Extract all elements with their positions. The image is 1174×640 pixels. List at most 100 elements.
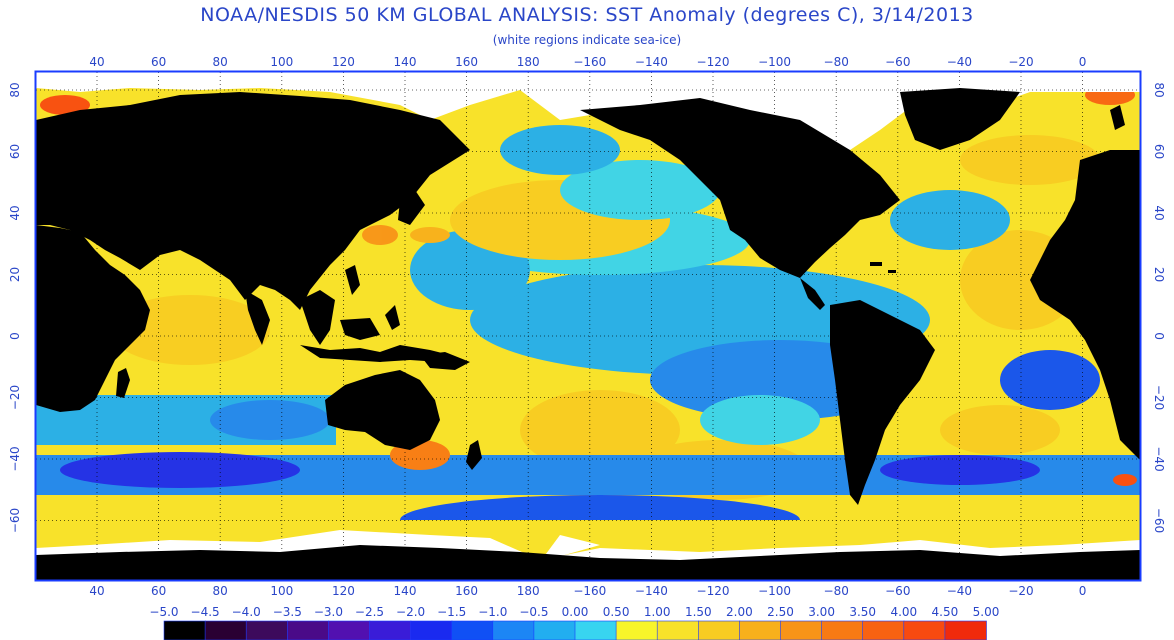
longitude-tick-label-bottom: 60 — [151, 584, 166, 598]
longitude-tick-label-top: −100 — [758, 55, 791, 69]
latitude-labels-right: 80 60 40 20 0 −20 −40 −60 — [1152, 82, 1166, 533]
colorbar-swatch — [574, 620, 617, 640]
latitude-tick-label-right: 60 — [1152, 144, 1166, 159]
longitude-tick-label-bottom: 40 — [89, 584, 104, 598]
latitude-tick-label-right: 0 — [1152, 332, 1166, 340]
colorbar-swatch — [739, 620, 782, 640]
longitude-tick-label-bottom: 160 — [455, 584, 478, 598]
latitude-tick-label-right: 80 — [1152, 82, 1166, 97]
longitude-tick-label-top: 160 — [455, 55, 478, 69]
grid-lines — [36, 72, 1140, 580]
colorbar-swatch — [492, 620, 535, 640]
longitude-tick-label-top: −140 — [635, 55, 668, 69]
latitude-labels-left: 80 60 40 20 0 −20 −40 −60 — [8, 82, 22, 533]
longitude-tick-label-bottom: −60 — [885, 584, 910, 598]
latitude-tick-label-right: −60 — [1152, 508, 1166, 533]
colorbar-swatch — [245, 620, 289, 640]
colorbar-label: 5.00 — [973, 605, 1000, 619]
longitude-tick-label-bottom: −20 — [1008, 584, 1033, 598]
longitude-tick-label-bottom: 80 — [213, 584, 228, 598]
longitude-tick-label-bottom: 140 — [394, 584, 417, 598]
longitude-tick-label-bottom: −160 — [573, 584, 606, 598]
colorbar-label: −3.0 — [314, 605, 343, 619]
colorbar-label: 4.00 — [890, 605, 917, 619]
colorbar-swatch — [451, 620, 494, 640]
colorbar-label: −4.0 — [232, 605, 261, 619]
latitude-tick-label-left: 0 — [8, 332, 22, 340]
colorbar-label: −3.5 — [273, 605, 302, 619]
anomaly-field — [36, 85, 1140, 550]
colorbar-swatch — [615, 620, 658, 640]
longitude-tick-label-top: 0 — [1079, 55, 1087, 69]
colorbar-swatch — [533, 620, 576, 640]
colorbar-label: 0.00 — [562, 605, 589, 619]
longitude-tick-label-top: 180 — [517, 55, 540, 69]
longitude-tick-label-bottom: 180 — [517, 584, 540, 598]
map-subtitle: (white regions indicate sea-ice) — [492, 33, 682, 47]
longitude-tick-label-top: −40 — [947, 55, 972, 69]
colorbar-swatch — [903, 620, 946, 640]
longitude-tick-label-bottom: −80 — [824, 584, 849, 598]
map-title: NOAA/NESDIS 50 KM GLOBAL ANALYSIS: SST A… — [200, 4, 974, 26]
longitude-tick-label-top: −120 — [697, 55, 730, 69]
longitude-tick-label-bottom: 120 — [332, 584, 355, 598]
land — [36, 88, 1140, 580]
latitude-tick-label-left: −40 — [8, 446, 22, 471]
latitude-tick-label-left: −60 — [8, 508, 22, 533]
colorbar-swatch — [204, 620, 248, 640]
colorbar-label: −5.0 — [149, 605, 178, 619]
colorbar-swatch — [821, 620, 864, 640]
colorbar-swatch — [163, 620, 206, 640]
colorbar-label: −2.5 — [355, 605, 384, 619]
longitude-labels-top: 40 60 80 100 120 140 160 180 −160 −140 −120 −100 −80… — [89, 55, 1086, 69]
colorbar-label: 4.50 — [932, 605, 959, 619]
colorbar-label: −2.0 — [396, 605, 425, 619]
colorbar-label: 3.00 — [808, 605, 835, 619]
map-frame — [34, 70, 1142, 582]
colorbar-label: −1.0 — [478, 605, 507, 619]
colorbar-label: 1.00 — [644, 605, 671, 619]
longitude-tick-label-bottom: −40 — [947, 584, 972, 598]
colorbar-swatch — [944, 620, 987, 640]
colorbar-label: 0.50 — [603, 605, 630, 619]
longitude-tick-label-top: −60 — [885, 55, 910, 69]
longitude-tick-label-bottom: 100 — [270, 584, 293, 598]
colorbar-label: −0.5 — [519, 605, 548, 619]
longitude-tick-label-bottom: 0 — [1079, 584, 1087, 598]
longitude-tick-label-top: 80 — [213, 55, 228, 69]
longitude-tick-label-top: −80 — [824, 55, 849, 69]
latitude-tick-label-right: 20 — [1152, 267, 1166, 282]
colorbar-swatch — [656, 620, 700, 640]
colorbar-labels: −5.0 −4.5 −4.0 −3.5 −3.0 −2.5 −2.0 −1.5 −1.0 −0.5… — [149, 605, 999, 619]
colorbar-swatch — [369, 620, 412, 640]
latitude-tick-label-left: 80 — [8, 82, 22, 97]
colorbar-swatch — [697, 620, 741, 640]
longitude-tick-label-top: 100 — [270, 55, 293, 69]
colorbar-swatch — [780, 620, 823, 640]
latitude-tick-label-left: 60 — [8, 144, 22, 159]
latitude-tick-label-right: −20 — [1152, 385, 1166, 410]
longitude-tick-label-top: −20 — [1008, 55, 1033, 69]
latitude-tick-label-right: 40 — [1152, 205, 1166, 220]
latitude-tick-label-left: 40 — [8, 205, 22, 220]
colorbar-label: 3.50 — [849, 605, 876, 619]
colorbar-swatch — [410, 620, 453, 640]
longitude-tick-label-top: 140 — [394, 55, 417, 69]
longitude-tick-label-top: 120 — [332, 55, 355, 69]
colorbar-label: −1.5 — [437, 605, 466, 619]
colorbar-label: 2.00 — [726, 605, 753, 619]
longitude-tick-label-top: 60 — [151, 55, 166, 69]
latitude-tick-label-right: −40 — [1152, 446, 1166, 471]
colorbar-label: 1.50 — [685, 605, 712, 619]
colorbar-swatch — [862, 620, 905, 640]
colorbar-swatch — [328, 620, 371, 640]
latitude-tick-label-left: −20 — [8, 385, 22, 410]
latitude-tick-label-left: 20 — [8, 267, 22, 282]
longitude-tick-label-bottom: −140 — [635, 584, 668, 598]
map-area — [36, 72, 1140, 580]
colorbar-label: −4.5 — [191, 605, 220, 619]
colorbar-label: 2.50 — [767, 605, 794, 619]
longitude-tick-label-bottom: −100 — [758, 584, 791, 598]
longitude-tick-label-top: −160 — [573, 55, 606, 69]
